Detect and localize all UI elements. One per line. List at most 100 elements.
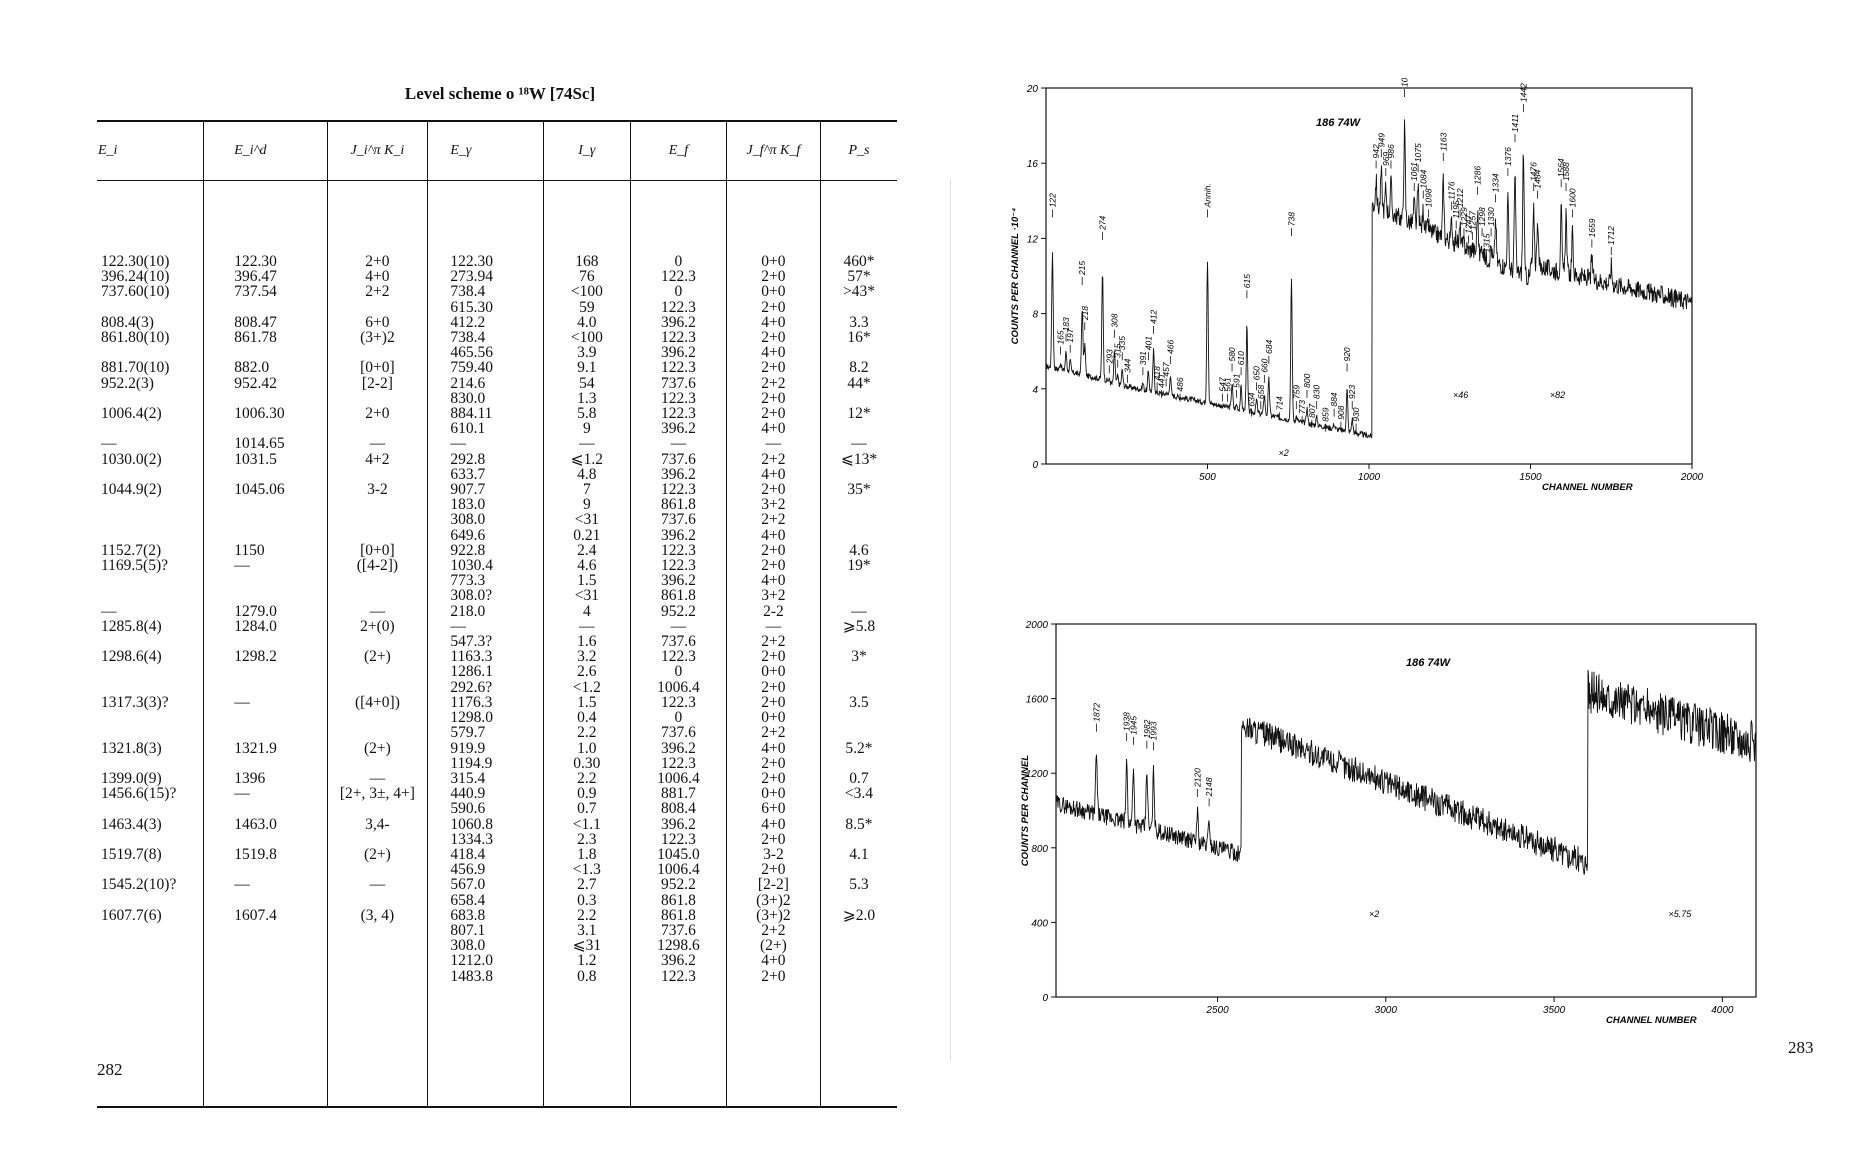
- col-header-ef: E_f: [630, 120, 727, 181]
- x-tick-label: 2500: [1205, 1005, 1229, 1016]
- scale-annotation: ×2: [1279, 448, 1289, 458]
- peak-label: 1712: [1606, 226, 1616, 245]
- peak-label: 1163: [1438, 132, 1448, 151]
- y-tick-label: 2000: [1025, 620, 1049, 631]
- spectrum-chart-top-svg: 0 4 8 12 16 20 500 1000 1500 2000 CHANNEL NUMBER CO…: [1010, 68, 1704, 493]
- col-header-ji: J_i^π K_i: [326, 120, 428, 181]
- peak-label: 418: [1152, 366, 1162, 380]
- peak-label: 1872: [1091, 703, 1101, 722]
- peak-label: 738: [1286, 212, 1296, 226]
- peak-label: 684: [1264, 340, 1274, 354]
- y-tick-label: 800: [1031, 844, 1048, 855]
- right-page: 0 4 8 12 16 20 500 1000 1500 2000 CHANNEL NUMBER CO…: [940, 0, 1872, 1152]
- peak-label: 344: [1122, 358, 1132, 372]
- peak-label: 591: [1232, 373, 1242, 387]
- peak-label: 942: [1371, 144, 1381, 158]
- peak-label: 920: [1342, 347, 1352, 361]
- peak-label: 580: [1227, 347, 1237, 361]
- y-tick-label: 400: [1031, 918, 1048, 929]
- y-tick-label: 1200: [1026, 769, 1049, 780]
- y-tick-label: 12: [1027, 234, 1039, 245]
- peak-label: 1659: [1587, 218, 1597, 237]
- x-tick-label: 1000: [1358, 472, 1381, 483]
- peak-label: 1945: [1128, 716, 1138, 735]
- col-jf-values: 0+0 2+0 0+0 2+0 4+0 2+0 4+0 2+0 2+2 2+0 …: [725, 180, 821, 1108]
- peak-label: 1484: [1533, 169, 1543, 188]
- peak-label: 308: [1109, 313, 1119, 327]
- peak-label: 658: [1256, 385, 1266, 399]
- nucleus-label: 186 74W: [1406, 657, 1452, 669]
- x-tick-label: 3500: [1543, 1005, 1566, 1016]
- peak-label: 1600: [1567, 188, 1577, 207]
- peak-label: 660: [1259, 358, 1269, 372]
- page-divider: [950, 180, 951, 1060]
- peak-label: 1212: [1455, 188, 1465, 207]
- peak-label: 908: [1336, 405, 1346, 419]
- peak-label: 1476: [1529, 162, 1539, 181]
- peak-label: 1030: [1400, 78, 1410, 87]
- col-igamma-values: 168 76 <100 59 4.0 <100 3.9 9.1 54 1.3 5…: [542, 180, 631, 1108]
- peak-label: 1075: [1413, 143, 1423, 162]
- peak-label: 1061: [1409, 162, 1419, 181]
- plot-frame: [1055, 623, 1757, 998]
- peak-label: 800: [1302, 373, 1312, 387]
- peak-label: 830: [1312, 385, 1322, 399]
- x-axis-label: CHANNEL NUMBER: [1606, 1015, 1697, 1026]
- peak-label: 1442: [1518, 83, 1528, 102]
- peak-label: 1982: [1142, 719, 1152, 738]
- spectrum-chart-top: 0 4 8 12 16 20 500 1000 1500 2000 CHANNEL NUMBER CO…: [996, 68, 1756, 502]
- y-axis-label: COUNTS PER CHANNEL ·10⁻⁴: [1010, 208, 1021, 345]
- peak-label: 650: [1252, 366, 1262, 380]
- table-body-row: 122.30(10) 396.24(10) 737.60(10) 808.4(3…: [97, 180, 897, 1108]
- col-egamma-values: 122.30 273.94 738.4 615.30 412.2 738.4 4…: [427, 180, 544, 1108]
- peak-label: 1195: [1451, 200, 1461, 219]
- col-header-igamma: I_γ: [542, 120, 631, 181]
- nucleus-label: 186 74W: [1316, 117, 1362, 129]
- y-tick-label: 20: [1026, 84, 1039, 95]
- peak-label: Annih.: [1203, 183, 1213, 208]
- peak-label: 441: [1157, 373, 1167, 387]
- spectrum-trace: [1046, 119, 1693, 439]
- peak-label: 122: [1047, 193, 1057, 207]
- peak-label: 923: [1347, 385, 1357, 399]
- peak-label: 1993: [1149, 721, 1159, 740]
- x-tick-label: 3000: [1375, 1005, 1398, 1016]
- peak-label: 1411: [1510, 114, 1520, 133]
- col-header-eid: E_i^d: [203, 120, 328, 181]
- peak-label: 412: [1149, 309, 1159, 323]
- peak-label: 1938: [1122, 712, 1132, 731]
- peak-label: 1564: [1556, 158, 1566, 177]
- peak-label: 457: [1161, 362, 1171, 376]
- peak-label: 1176: [1447, 181, 1457, 200]
- peak-label: 215: [1077, 261, 1087, 276]
- peak-label: 969: [1381, 152, 1391, 166]
- peak-label: 634: [1246, 392, 1256, 406]
- col-header-jf: J_f^π K_f: [725, 120, 821, 181]
- peak-label: 986: [1386, 144, 1396, 158]
- peak-label: 1257: [1467, 211, 1477, 230]
- peak-label: 930: [1351, 407, 1361, 421]
- peak-label: 391: [1138, 351, 1148, 365]
- peak-label: 1098: [1423, 188, 1433, 207]
- x-tick-label: 4000: [1711, 1005, 1734, 1016]
- peak-label: 773: [1297, 400, 1307, 414]
- level-scheme-table: E_i E_i^d J_i^π K_i E_γ I_γ E_f J_f^π K_…: [97, 120, 897, 1108]
- peak-label: 714: [1275, 396, 1285, 410]
- peak-label: 1376: [1503, 147, 1513, 166]
- peak-label: 884: [1329, 392, 1339, 406]
- col-ef-values: 0 122.3 0 122.3 396.2 122.3 396.2 122.3 …: [630, 180, 727, 1108]
- peak-label: 218: [1080, 306, 1090, 321]
- peak-label: 1247: [1463, 214, 1473, 233]
- peak-label: 807: [1307, 403, 1317, 417]
- scale-annotation: ×2: [1369, 909, 1379, 919]
- spectrum-chart-bottom-svg: 0 400 800 1200 1600 2000 2500 3000 3500 4000 CHANN…: [1020, 620, 1757, 1026]
- y-axis-label: COUNTS PER CHANNEL: [1020, 755, 1031, 867]
- page-number-left: 282: [97, 1060, 123, 1079]
- scale-annotation: ×82: [1550, 390, 1565, 400]
- spectrum-chart-bottom: 0 400 800 1200 1600 2000 2500 3000 3500 4000 CHANN…: [996, 616, 1776, 1040]
- y-tick-label: 4: [1032, 385, 1038, 396]
- y-tick-label: 0: [1032, 460, 1038, 471]
- y-tick-label: 0: [1042, 993, 1048, 1004]
- x-tick-label: 2000: [1680, 472, 1704, 483]
- peak-label: 466: [1165, 340, 1175, 354]
